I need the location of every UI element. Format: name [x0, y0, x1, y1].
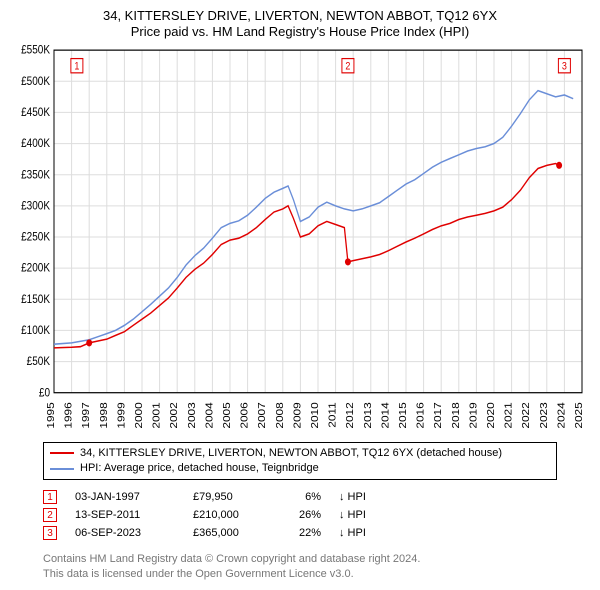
x-tick-label: 2006 [239, 402, 250, 428]
sale-point-marker: 1 [43, 490, 57, 504]
sale-point-date: 06-SEP-2023 [75, 527, 175, 539]
x-tick-label: 1999 [116, 402, 127, 428]
x-tick-label: 2017 [433, 402, 444, 428]
x-tick-label: 2014 [380, 402, 391, 428]
x-tick-label: 2003 [187, 402, 198, 428]
title-block: 34, KITTERSLEY DRIVE, LIVERTON, NEWTON A… [10, 8, 590, 39]
x-tick-label: 2004 [204, 402, 215, 428]
chart-area: 1 2 3 £0 £50K £100K £150K £200K £250K £300K £350K… [10, 43, 590, 436]
legend-row: 34, KITTERSLEY DRIVE, LIVERTON, NEWTON A… [50, 446, 550, 461]
sale-point-pct: 22% [281, 527, 321, 539]
sale-point-price: £210,000 [193, 509, 263, 521]
sale-marker-dot [556, 162, 562, 169]
x-tick-label: 2025 [574, 402, 585, 428]
x-tick-label: 2002 [169, 402, 180, 428]
legend-row: HPI: Average price, detached house, Teig… [50, 461, 550, 476]
sale-point-row: 2 13-SEP-2011 £210,000 26% ↓ HPI [43, 508, 557, 522]
y-tick-label: £350K [21, 169, 50, 182]
x-tick-label: 1998 [99, 402, 110, 428]
sale-point-vs-hpi: ↓ HPI [339, 491, 366, 503]
sale-marker-number: 2 [345, 61, 350, 73]
sale-point-date: 03-JAN-1997 [75, 491, 175, 503]
sale-point-row: 3 06-SEP-2023 £365,000 22% ↓ HPI [43, 526, 557, 540]
x-tick-label: 2008 [275, 402, 286, 428]
x-tick-label: 2023 [539, 402, 550, 428]
sale-point-price: £79,950 [193, 491, 263, 503]
y-tick-label: £450K [21, 106, 50, 119]
sale-point-vs-hpi: ↓ HPI [339, 527, 366, 539]
footer-line-1: Contains HM Land Registry data © Crown c… [43, 552, 557, 567]
sale-point-row: 1 03-JAN-1997 £79,950 6% ↓ HPI [43, 490, 557, 504]
x-tick-label: 2007 [257, 402, 268, 428]
legend-label: 34, KITTERSLEY DRIVE, LIVERTON, NEWTON A… [80, 446, 502, 461]
x-tick-label: 1995 [46, 402, 57, 428]
footer-line-2: This data is licensed under the Open Gov… [43, 567, 557, 582]
sale-point-date: 13-SEP-2011 [75, 509, 175, 521]
legend: 34, KITTERSLEY DRIVE, LIVERTON, NEWTON A… [43, 442, 557, 481]
sale-point-pct: 6% [281, 491, 321, 503]
x-tick-label: 2010 [310, 402, 321, 428]
x-tick-label: 2024 [556, 402, 567, 428]
x-tick-label: 1996 [63, 402, 74, 428]
x-tick-label: 2011 [327, 402, 338, 428]
y-tick-label: £300K [21, 200, 50, 213]
chart-container: 34, KITTERSLEY DRIVE, LIVERTON, NEWTON A… [0, 0, 600, 590]
sale-point-pct: 26% [281, 509, 321, 521]
sale-point-vs-hpi: ↓ HPI [339, 509, 366, 521]
sale-point-marker: 2 [43, 508, 57, 522]
sale-points-table: 1 03-JAN-1997 £79,950 6% ↓ HPI 2 13-SEP-2011 £2… [43, 486, 557, 544]
y-tick-label: £400K [21, 137, 50, 150]
sale-marker-dot [345, 258, 351, 265]
x-tick-label: 2019 [468, 402, 479, 428]
y-tick-label: £150K [21, 293, 50, 306]
sale-marker-number: 1 [74, 61, 79, 73]
legend-swatch [50, 452, 74, 454]
x-tick-label: 2001 [151, 402, 162, 428]
x-tick-label: 2022 [521, 402, 532, 428]
x-tick-label: 2021 [503, 402, 514, 428]
x-tick-label: 2015 [398, 402, 409, 428]
y-tick-label: £500K [21, 75, 50, 88]
x-tick-label: 2005 [222, 402, 233, 428]
x-tick-label: 1997 [81, 402, 92, 428]
footer-attribution: Contains HM Land Registry data © Crown c… [43, 552, 557, 582]
y-tick-label: £200K [21, 262, 50, 275]
sale-point-price: £365,000 [193, 527, 263, 539]
y-tick-label: £100K [21, 324, 50, 337]
title-subtitle: Price paid vs. HM Land Registry's House … [10, 24, 590, 39]
x-tick-label: 2020 [486, 402, 497, 428]
title-address: 34, KITTERSLEY DRIVE, LIVERTON, NEWTON A… [10, 8, 590, 23]
y-tick-label: £50K [27, 355, 51, 368]
x-tick-label: 2000 [134, 402, 145, 428]
series-property [54, 163, 559, 347]
sale-marker-number: 3 [562, 61, 567, 73]
y-tick-label: £250K [21, 231, 50, 244]
legend-swatch [50, 468, 74, 470]
x-tick-label: 2009 [292, 402, 303, 428]
chart-svg: 1 2 3 £0 £50K £100K £150K £200K £250K £300K £350K… [10, 43, 590, 436]
x-tick-label: 2013 [363, 402, 374, 428]
y-tick-label: £0 [39, 387, 50, 400]
sale-marker-dot [86, 339, 92, 346]
series-hpi [54, 91, 573, 345]
x-tick-label: 2018 [451, 402, 462, 428]
legend-label: HPI: Average price, detached house, Teig… [80, 461, 319, 476]
x-tick-label: 2016 [415, 402, 426, 428]
sale-point-marker: 3 [43, 526, 57, 540]
x-tick-label: 2012 [345, 402, 356, 428]
y-tick-label: £550K [21, 44, 50, 57]
